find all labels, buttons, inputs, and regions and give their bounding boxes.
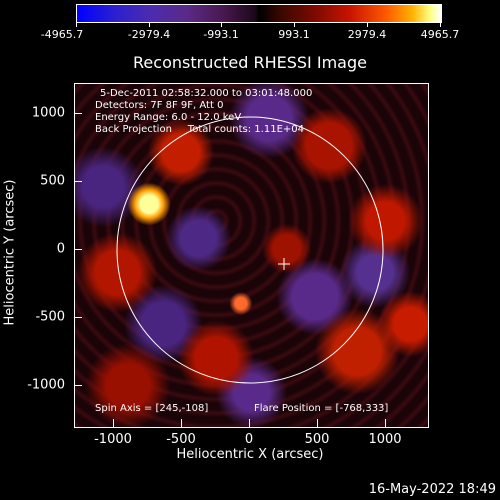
colorbar-label: -993.1 bbox=[203, 28, 239, 41]
colorbar-tick bbox=[294, 22, 295, 27]
x-tick-label: 1000 bbox=[368, 432, 402, 447]
plot-title: Reconstructed RHESSI Image bbox=[133, 53, 367, 72]
colorbar-label: -4965.7 bbox=[40, 28, 84, 41]
colorbar-label: 993.1 bbox=[278, 28, 310, 41]
rhessi-image[interactable] bbox=[74, 83, 429, 428]
x-tick-label: -1000 bbox=[94, 432, 132, 447]
colorbar bbox=[76, 4, 442, 23]
colorbar-tick bbox=[149, 22, 150, 27]
x-tick bbox=[385, 419, 386, 427]
info-time-range: 5-Dec-2011 02:58:32.000 to 03:01:48.000 bbox=[100, 88, 313, 99]
info-energy-range: Energy Range: 6.0 - 12.0 keV bbox=[95, 112, 242, 123]
y-tick bbox=[74, 317, 82, 318]
y-axis-title: Heliocentric Y (arcsec) bbox=[2, 179, 18, 326]
x-tick bbox=[113, 419, 114, 427]
colorbar-label: -2979.4 bbox=[127, 28, 171, 41]
y-tick-label: 0 bbox=[56, 241, 65, 257]
x-axis-title: Heliocentric X (arcsec) bbox=[176, 447, 324, 462]
y-tick bbox=[74, 249, 82, 250]
colorbar-tick bbox=[76, 22, 77, 27]
x-tick-label: -500 bbox=[166, 432, 196, 447]
colorbar-tick bbox=[440, 22, 441, 27]
y-tick bbox=[74, 385, 82, 386]
y-tick bbox=[74, 113, 82, 114]
x-tick-label: 500 bbox=[304, 432, 330, 447]
solar-limb-circle bbox=[116, 116, 384, 384]
colorbar-label: 2979.4 bbox=[347, 28, 387, 41]
colorbar-tick bbox=[367, 22, 368, 27]
sun-limb-overlay bbox=[116, 116, 384, 384]
info-method-counts: Back Projection Total counts: 1.11E+04 bbox=[95, 124, 304, 135]
y-tick-label: 500 bbox=[40, 173, 65, 189]
x-tick-label: 0 bbox=[244, 432, 254, 447]
x-tick bbox=[317, 419, 318, 427]
y-tick-label: -500 bbox=[35, 309, 65, 325]
timestamp: 16-May-2022 18:49 bbox=[368, 482, 496, 497]
y-tick-label: 1000 bbox=[31, 105, 65, 121]
flare-position-label: Flare Position = [-768,333] bbox=[254, 403, 389, 414]
info-detectors: Detectors: 7F 8F 9F, Att 0 bbox=[95, 100, 224, 111]
colorbar-label: 4965.7 bbox=[420, 28, 460, 41]
y-tick bbox=[74, 181, 82, 182]
x-tick bbox=[249, 419, 250, 427]
y-tick-label: -1000 bbox=[27, 377, 65, 393]
x-tick bbox=[181, 419, 182, 427]
colorbar-tick bbox=[221, 22, 222, 27]
spin-axis-label: Spin Axis = [245,-108] bbox=[95, 403, 209, 414]
